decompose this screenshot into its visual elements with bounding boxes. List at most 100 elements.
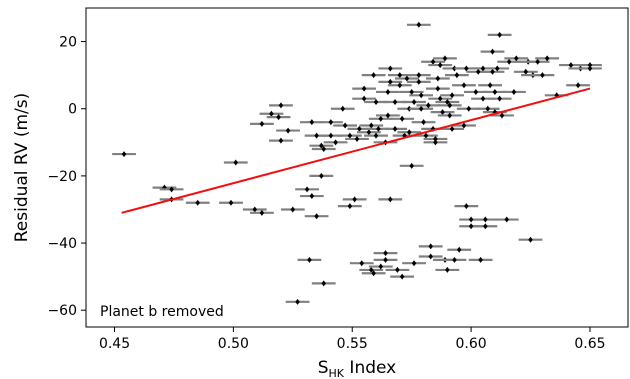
data-point [423,139,448,146]
data-marker [461,122,467,129]
data-marker [259,209,265,216]
data-point [112,151,136,158]
data-marker [399,115,405,122]
data-marker [437,62,443,69]
data-marker [480,65,486,72]
data-point [280,206,305,213]
data-marker [404,75,410,82]
data-marker [347,132,353,139]
data-point [525,58,550,65]
data-marker [276,114,281,121]
data-point [385,266,410,273]
data-marker [495,65,500,72]
data-point [330,105,355,112]
x-axis-label-main: S [318,358,329,378]
data-point [402,99,426,106]
data-marker [307,256,312,263]
data-point [299,193,324,200]
data-marker [447,112,452,119]
data-point [390,115,415,122]
data-point [513,68,538,75]
data-point [423,135,448,142]
data-point [399,88,424,95]
data-marker [369,266,374,273]
data-point [269,137,293,144]
data-marker [445,266,450,273]
x-axis-label-suffix: Index [344,358,396,378]
data-marker [523,68,529,75]
fit-line-layer [121,87,591,214]
data-marker [483,223,488,230]
y-axis-label: Residual RV (m/s) [12,93,32,243]
data-marker [442,55,448,62]
data-marker [228,199,234,206]
data-point [435,99,460,106]
data-marker [359,260,365,267]
data-point [504,55,529,62]
data-marker [366,129,372,136]
data-marker [321,280,326,287]
data-marker [388,78,393,85]
data-point [485,65,510,72]
data-point [402,260,426,267]
data-marker [388,65,393,72]
data-marker [464,203,469,210]
data-marker [195,199,200,206]
data-point [454,203,479,210]
data-marker [433,139,438,146]
data-point [494,216,519,223]
data-point [337,132,362,139]
data-point [304,213,329,220]
data-point [437,112,462,119]
data-marker [464,65,469,72]
data-point [311,146,336,153]
data-marker [354,135,360,142]
data-marker [328,119,334,126]
data-marker [371,270,376,277]
data-point [337,203,362,210]
data-marker [423,132,429,139]
data-marker [440,109,445,116]
data-marker [383,256,388,263]
data-point [444,72,469,79]
data-point [223,159,248,166]
data-point [406,78,431,85]
data-point [395,75,419,82]
data-marker [361,85,367,92]
data-marker [395,266,400,273]
data-point [487,31,512,38]
data-marker [485,105,490,112]
x-axis-label: SHK Index [318,358,397,379]
data-marker [437,95,443,102]
data-marker [568,62,574,69]
data-marker [433,135,438,142]
data-marker [468,216,474,223]
data-point [440,125,464,132]
data-point [383,125,407,132]
data-point [387,82,412,89]
data-point [411,119,436,126]
data-marker [233,159,239,166]
data-marker [385,112,391,119]
data-marker [497,31,502,38]
data-point [333,122,357,129]
data-point [285,298,310,305]
data-point [442,256,467,263]
data-point [425,85,450,92]
data-point [440,92,464,99]
data-marker [528,236,533,243]
data-marker [421,119,426,126]
data-marker [514,55,519,62]
data-point [473,216,498,223]
data-marker [357,125,362,132]
axis-ticks: 0.45 0.50 0.55 0.60 0.65 −60 −40 −20 0 20 [47,35,605,352]
data-marker [392,99,398,106]
data-point [359,266,384,273]
data-point [490,112,514,119]
data-marker [416,72,422,79]
data-marker [319,172,324,179]
data-point [309,142,334,149]
data-marker [392,125,398,132]
data-point [378,196,403,203]
